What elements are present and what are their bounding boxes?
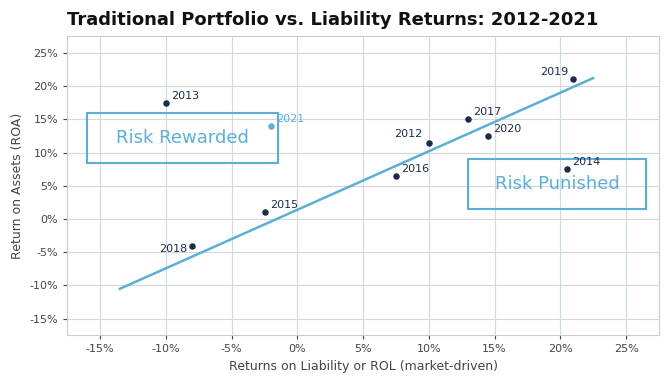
Text: 2012: 2012 xyxy=(394,129,422,139)
Text: Traditional Portfolio vs. Liability Returns: 2012-2021: Traditional Portfolio vs. Liability Retu… xyxy=(67,11,599,29)
Point xyxy=(259,209,270,215)
X-axis label: Returns on Liability or ROL (market-driven): Returns on Liability or ROL (market-driv… xyxy=(228,360,498,373)
Text: 2013: 2013 xyxy=(171,91,199,101)
Point xyxy=(423,139,434,146)
Text: 2019: 2019 xyxy=(540,68,568,78)
Text: Risk Punished: Risk Punished xyxy=(494,175,619,193)
Y-axis label: Return on Assets (ROA): Return on Assets (ROA) xyxy=(11,113,24,259)
Point xyxy=(266,123,277,129)
Text: 2018: 2018 xyxy=(159,243,187,253)
Point xyxy=(187,243,198,249)
Text: 2021: 2021 xyxy=(276,114,305,124)
Text: 2014: 2014 xyxy=(572,157,600,167)
Text: Risk Rewarded: Risk Rewarded xyxy=(116,129,249,147)
Point xyxy=(482,133,493,139)
Text: 2015: 2015 xyxy=(270,200,298,210)
Text: 2016: 2016 xyxy=(401,164,429,174)
Point xyxy=(391,173,401,179)
Point xyxy=(463,116,474,122)
Point xyxy=(568,76,579,83)
Point xyxy=(561,166,572,172)
Text: 2017: 2017 xyxy=(474,107,502,117)
Text: 2020: 2020 xyxy=(493,124,521,134)
Point xyxy=(161,99,172,106)
